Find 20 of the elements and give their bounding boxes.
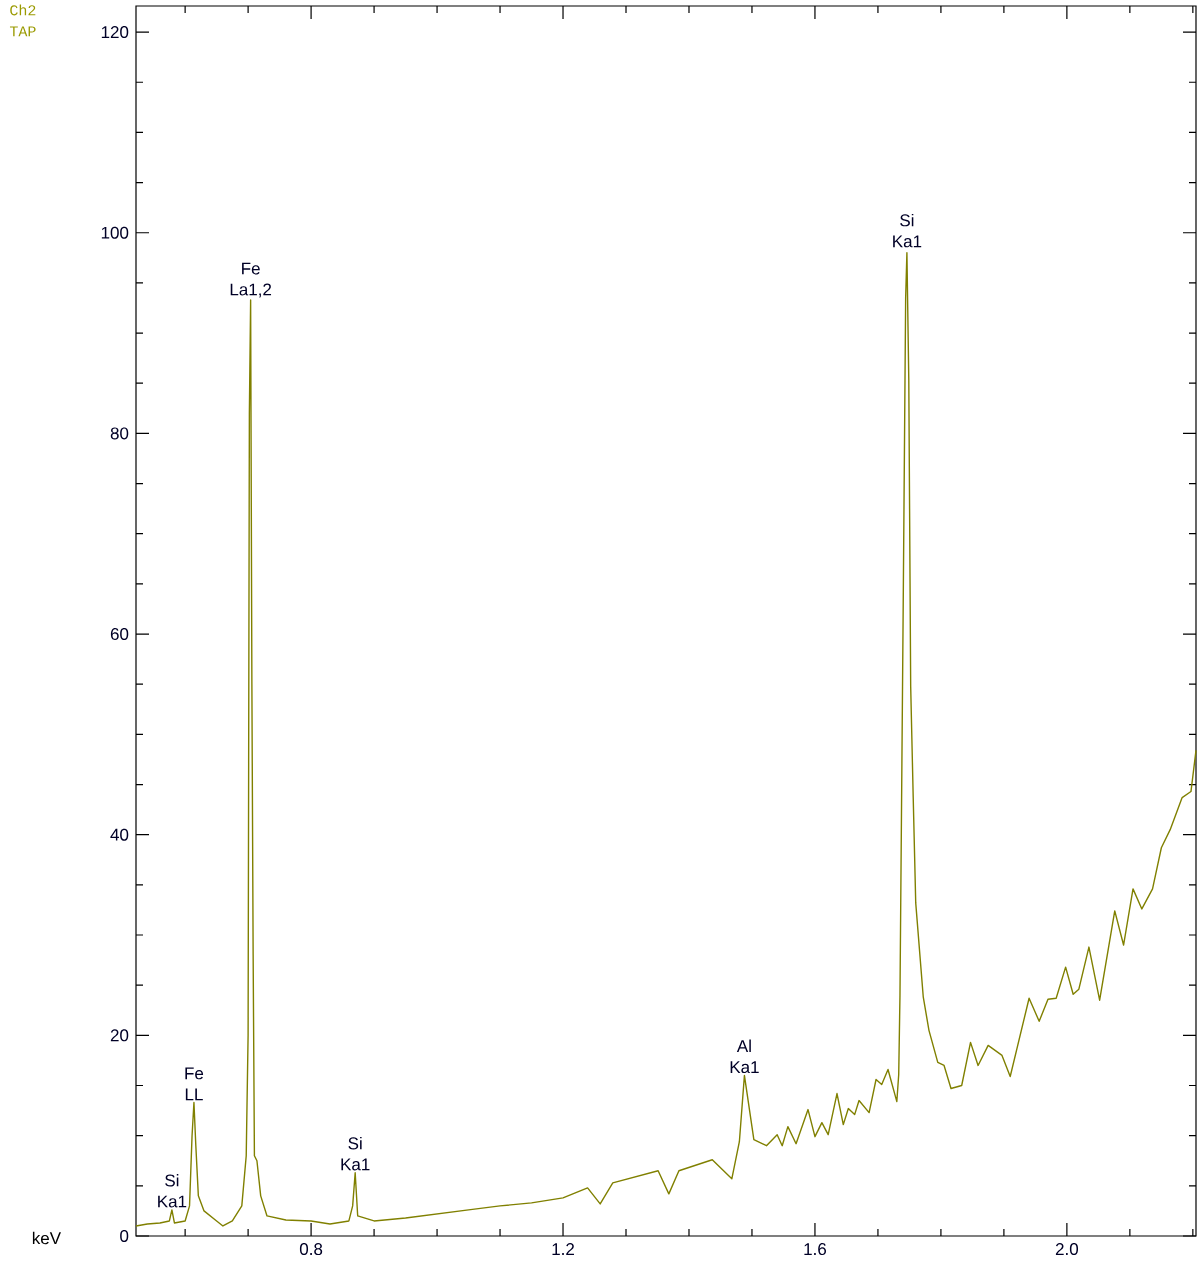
annotation: Fe LL xyxy=(185,1067,204,1101)
annotation: Si Ka1 xyxy=(158,1174,187,1208)
x-tick-label: 2.0 xyxy=(1055,1243,1079,1256)
x-axis-title: keV xyxy=(32,1231,61,1245)
x-tick-label: 1.6 xyxy=(804,1243,827,1256)
y-tick-label: 80 xyxy=(110,427,129,440)
y-tick-label: 20 xyxy=(110,1029,129,1042)
annotation: Fe La1,2 xyxy=(230,262,272,298)
annotation: Al Ka1 xyxy=(730,1039,759,1074)
text: Ch2 xyxy=(10,4,36,16)
y-tick-label: 60 xyxy=(110,628,129,641)
annotation: Si Ka1 xyxy=(341,1136,370,1171)
x-tick-label: 0.8 xyxy=(299,1243,323,1256)
y-tick-label: 0 xyxy=(120,1229,129,1243)
text: TAP xyxy=(9,26,36,37)
y-tick-label: 40 xyxy=(110,828,129,841)
x-tick-label: 1.2 xyxy=(552,1243,574,1255)
y-tick-label: 100 xyxy=(101,226,129,239)
y-tick-label: 120 xyxy=(101,26,129,39)
annotation: Si Ka1 xyxy=(893,213,922,248)
